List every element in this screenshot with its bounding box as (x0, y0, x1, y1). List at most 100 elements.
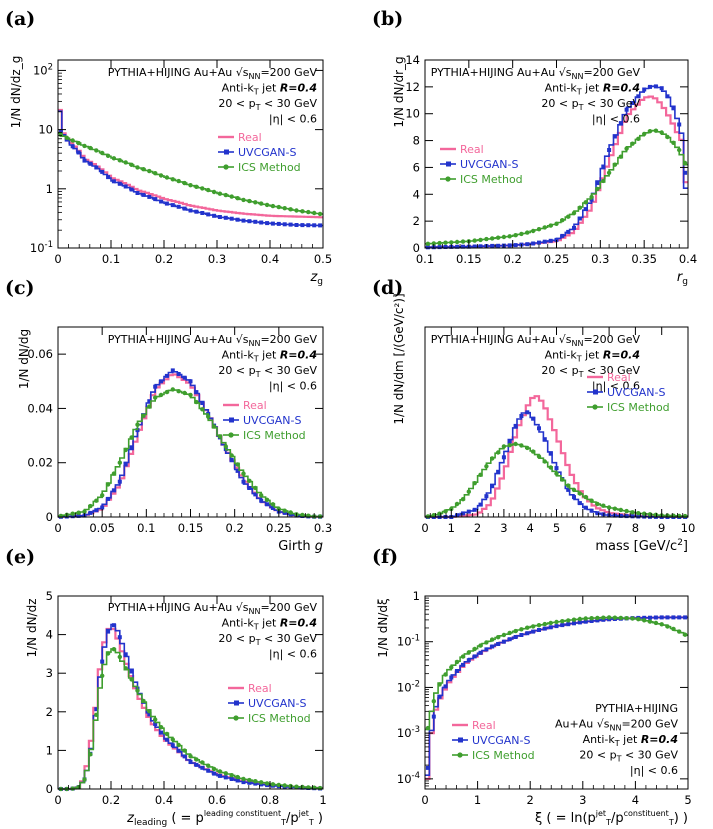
data-point (665, 624, 670, 629)
x-tick-label: 0.3 (208, 252, 226, 266)
x-axis-title: Girth g (278, 539, 323, 554)
data-point (531, 241, 536, 246)
data-point (82, 143, 87, 149)
info-eta: |η| < 0.6 (269, 113, 317, 126)
data-point (159, 199, 164, 204)
x-tick-label: 7 (605, 521, 612, 535)
data-point (536, 227, 542, 232)
data-point (259, 780, 264, 785)
data-point (270, 502, 276, 507)
data-point (241, 218, 246, 223)
data-point (537, 426, 541, 431)
data-point (443, 245, 448, 249)
data-point (100, 659, 105, 664)
data-point (507, 443, 512, 448)
data-point (217, 434, 223, 439)
data-point (147, 404, 152, 409)
legend-marker (234, 700, 239, 706)
data-point (653, 512, 659, 517)
y-tick-label: 2 (46, 705, 53, 719)
data-point (88, 752, 93, 757)
data-point (425, 725, 431, 731)
data-point (507, 637, 512, 642)
data-point (601, 503, 606, 508)
x-tick-label: 5 (553, 521, 560, 535)
data-point (542, 621, 547, 627)
text-part: T (576, 88, 582, 97)
data-point (572, 225, 576, 230)
data-point (94, 508, 99, 513)
data-point (200, 401, 205, 405)
text-part: T (668, 818, 674, 827)
info-pt: 20 < pT < 30 GeV (218, 632, 317, 647)
info-pt: 20 < pT < 30 GeV (541, 364, 640, 379)
data-point (265, 502, 270, 507)
data-point (496, 642, 501, 646)
data-point (264, 202, 270, 208)
data-point (583, 207, 588, 212)
info-eta: |η| < 0.6 (269, 380, 317, 393)
data-point (455, 244, 460, 249)
data-point (495, 235, 501, 240)
data-point (630, 141, 635, 146)
data-point (554, 237, 559, 242)
series-line-ics-method (425, 443, 688, 518)
data-point (455, 669, 460, 673)
data-point (94, 712, 99, 717)
text-part: R=0.4 (641, 733, 678, 746)
data-point (642, 131, 647, 137)
data-point (182, 754, 187, 759)
data-point (478, 244, 483, 249)
data-point (170, 368, 175, 373)
info-eta: |η| < 0.6 (592, 380, 640, 393)
data-point (117, 635, 122, 640)
data-point (653, 84, 658, 89)
data-point (159, 730, 164, 735)
data-point (653, 615, 658, 620)
data-point (437, 245, 442, 250)
data-point (642, 511, 647, 516)
data-point (100, 150, 105, 156)
text-part: 20 < p (541, 97, 578, 110)
data-point (455, 513, 460, 518)
data-point (135, 191, 140, 195)
text-part: √s (597, 718, 610, 731)
y-tick-label: 1 (46, 182, 53, 196)
data-point (264, 497, 270, 502)
data-point (82, 777, 87, 782)
data-point (601, 615, 606, 620)
data-point (170, 387, 175, 392)
data-point (431, 513, 436, 518)
text-part: ξ ( = ln(p (535, 811, 596, 826)
data-point (270, 506, 275, 510)
data-point (437, 682, 442, 687)
data-point (106, 175, 111, 180)
data-point (589, 508, 594, 513)
y-tick-label: 0 (413, 241, 420, 255)
x-tick-label: 0.6 (208, 793, 226, 807)
text-part: jet (620, 733, 641, 746)
data-point (170, 737, 175, 742)
data-point (253, 492, 258, 497)
data-point (241, 471, 246, 476)
data-point (247, 198, 252, 204)
data-point (153, 717, 158, 722)
info-eta: |η| < 0.6 (269, 648, 317, 661)
data-point (659, 86, 664, 91)
data-point (554, 466, 559, 471)
text-part: |η| < 0.6 (269, 380, 317, 393)
data-point (223, 192, 228, 198)
x-tick-label: 0 (421, 521, 428, 535)
data-point (525, 445, 530, 451)
data-point (671, 626, 676, 632)
x-tick-label: 0.2 (155, 252, 173, 266)
legend-label: UVCGAN-S (607, 386, 666, 399)
data-point (472, 646, 477, 652)
data-point (566, 214, 571, 219)
data-point (601, 164, 606, 169)
data-point (466, 650, 471, 655)
data-point (147, 712, 152, 717)
x-tick-label: 2 (474, 521, 481, 535)
data-point (188, 392, 193, 398)
data-point (490, 236, 495, 241)
